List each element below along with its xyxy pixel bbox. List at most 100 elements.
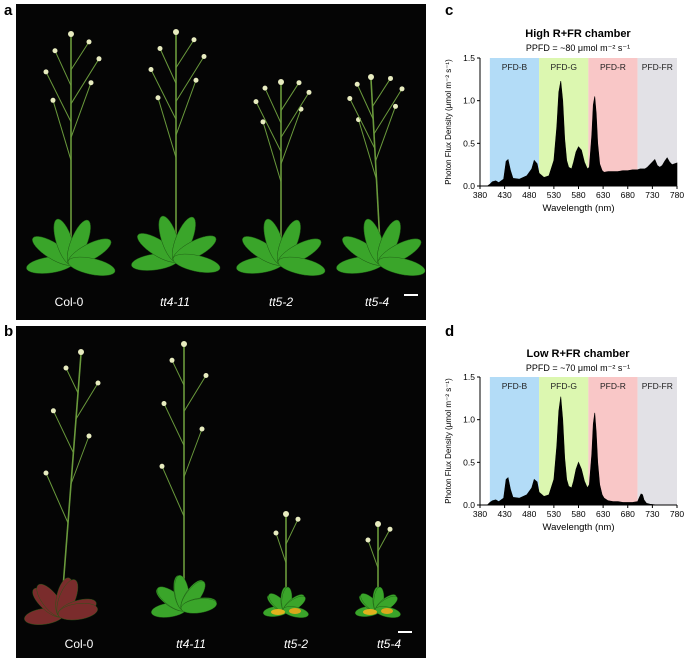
plant-a0 [26,31,116,276]
x-tick-label-6: 680 [621,509,635,519]
plant-leaf [57,603,98,621]
plant-flower [50,408,56,414]
band-3 [637,377,677,505]
x-tick-label-3: 530 [547,509,561,519]
plant-branch [175,80,197,136]
plant-flower [347,96,353,102]
plant-branch [159,48,177,84]
spectrum-area [480,80,678,187]
plant-branch [157,97,177,158]
plant-leaf-yellow [271,609,285,615]
plant-flower [387,526,393,532]
plant-branch [150,69,177,120]
plant-branch [358,119,377,180]
y-tick-label-3: 1.5 [463,373,475,382]
plant-flower [203,373,209,378]
plant-flower [388,75,393,81]
plant-a2 [236,79,326,276]
x-tick-label-8: 780 [670,509,684,519]
spectrum-area [480,396,677,506]
plant-photo-b [24,341,401,625]
chart-d: PFD-B PFD-G PFD-R PFD-FR 0.0 0.5 1.0 1.5 380 430 4… [440,372,685,533]
plant-flower [354,81,360,87]
plant-branch [75,382,99,420]
plant-branch [70,58,100,105]
plant-label-a-0: Col-0 [54,295,84,309]
plant-branch [280,82,300,111]
plant-branch [377,528,391,552]
x-tick-label-2: 480 [522,190,536,200]
y-tick-label-1: 0.5 [463,457,475,467]
plant-flower [278,79,284,85]
plant-branch [70,41,90,71]
panel-letter-a: a [4,2,13,19]
plant-leaf [277,256,326,276]
x-tick-label-2: 480 [522,509,536,519]
plant-branch [54,50,72,86]
x-tick-label-7: 730 [645,190,659,200]
x-tick-label-1: 430 [498,190,512,200]
plant-b2 [263,511,309,618]
plant-flower [181,341,187,347]
plant-flower [399,86,405,92]
plant-flower [260,119,266,125]
plant-branch [372,78,391,107]
plant-a1 [131,29,221,273]
plant-leaf-yellow [363,609,377,615]
plant-flower [199,426,205,432]
y-tick-label-2: 1.0 [463,415,475,425]
plant-flower [283,511,289,517]
plant-flower [273,530,279,536]
scale-bar-b [398,631,412,633]
x-tick-label-8: 780 [670,190,684,200]
plant-flower [96,56,102,62]
x-tick-label-5: 630 [596,509,610,519]
plant-flower [68,31,74,37]
x-tick-label-3: 530 [547,190,561,200]
plant-flower [155,95,161,101]
plant-label-b-1: tt4-11 [176,637,206,651]
panel-letter-d: d [445,323,455,340]
plant-flower [50,97,56,103]
plant-branch [285,518,299,545]
band-label-0: PFD-B [502,62,528,72]
plant-branch [373,88,403,135]
x-tick-label-0: 380 [473,190,487,200]
x-axis-label: Wavelength (nm) [543,203,615,214]
plant-flower [95,380,101,386]
plant-flower [393,103,398,109]
plant-branch [65,367,79,394]
plant-branch [45,71,72,123]
plant-branch [262,121,282,183]
plant-branch [52,410,74,454]
band-label-1: PFD-G [550,62,576,72]
spectrum-chart-d: PFD-B PFD-G PFD-R PFD-FR 0.0 0.5 1.0 1.5 380 430 4… [444,372,684,533]
panel-letter-b: b [4,323,14,340]
band-label-3: PFD-FR [642,381,673,391]
band-label-0: PFD-B [502,381,528,391]
x-axis-label: Wavelength (nm) [543,522,615,533]
plant-branch [349,98,376,149]
plant-branch [45,472,69,524]
band-label-3: PFD-FR [642,62,673,72]
plant-branch [356,84,374,120]
y-tick-label-3: 1.5 [463,54,475,63]
scale-bar-a [404,294,418,296]
plant-branch [52,100,72,161]
plant-flower [201,54,207,59]
plant-flower [88,80,94,86]
x-tick-label-4: 580 [571,190,585,200]
band-label-2: PFD-R [600,381,626,391]
plant-branch [375,106,396,162]
plant-flower [253,99,259,105]
chart-c: PFD-B PFD-G PFD-R PFD-FR 0.0 0.5 1.0 1.5 380 430 4… [440,53,685,214]
x-tick-label-6: 680 [621,190,635,200]
plant-branch [280,108,302,165]
plant-b0 [24,349,101,625]
y-axis-label: Photon Flux Density (μmol m⁻² s⁻¹) [444,378,453,504]
plant-flower [296,80,302,86]
plant-photo-a [26,29,426,276]
y-tick-label-1: 0.5 [463,138,475,148]
plant-branch [275,532,287,564]
plant-branch [161,466,185,517]
